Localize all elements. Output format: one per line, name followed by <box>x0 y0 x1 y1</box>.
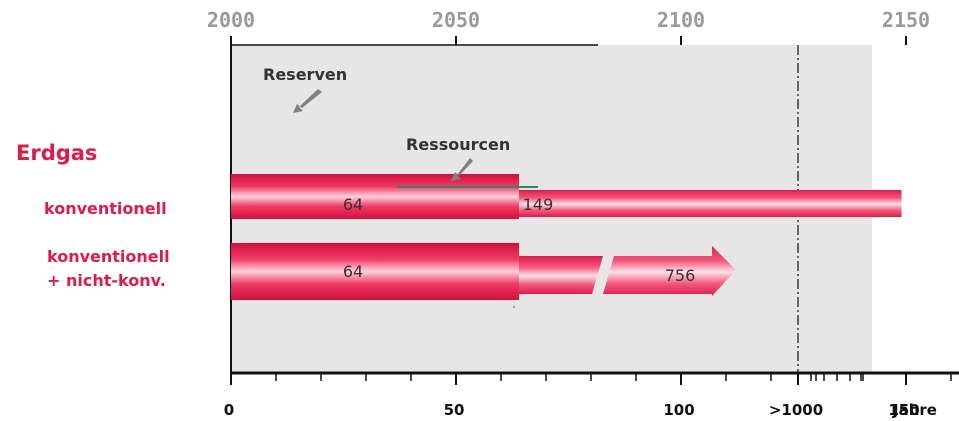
bottom-tick-label: >1000 <box>769 401 823 419</box>
bottom-tick-label: 50 <box>444 401 465 419</box>
data-label: 64 <box>343 195 363 214</box>
arrow-ressourcen <box>451 158 473 181</box>
top-axis: 2000 2050 2100 2150 <box>207 8 930 45</box>
category-label-2: konventionell + nicht-konv. <box>47 247 175 290</box>
annotation-ressourcen: Ressourcen <box>406 135 510 154</box>
arrow-reserven <box>293 89 322 113</box>
bottom-tick-label: 150 <box>888 401 919 419</box>
stray-dot <box>513 306 515 308</box>
top-tick-label: 2050 <box>432 8 480 32</box>
top-tick-label: 2000 <box>207 8 255 32</box>
bottom-tick-label: 0 <box>224 401 234 419</box>
data-label: 64 <box>343 262 363 281</box>
x-axis-label: Jahre <box>892 401 937 419</box>
top-tick-label: 2100 <box>657 8 705 32</box>
bar-reserven-nichtkonv <box>231 243 519 300</box>
bars: 64 149 64 756 <box>231 174 902 300</box>
data-label: 149 <box>523 195 554 214</box>
top-tick-label: 2150 <box>882 8 930 32</box>
chart-title: Erdgas <box>16 141 97 165</box>
annotation-reserven: Reserven <box>263 65 347 84</box>
break-gap <box>772 371 798 379</box>
data-label: 756 <box>665 266 696 285</box>
bar-reserven-konventionell <box>231 174 519 219</box>
bottom-tick-label: 100 <box>663 401 694 419</box>
category-label-1: konventionell <box>44 199 167 218</box>
bar-ressourcen-nichtkonv-part2 <box>603 246 736 296</box>
